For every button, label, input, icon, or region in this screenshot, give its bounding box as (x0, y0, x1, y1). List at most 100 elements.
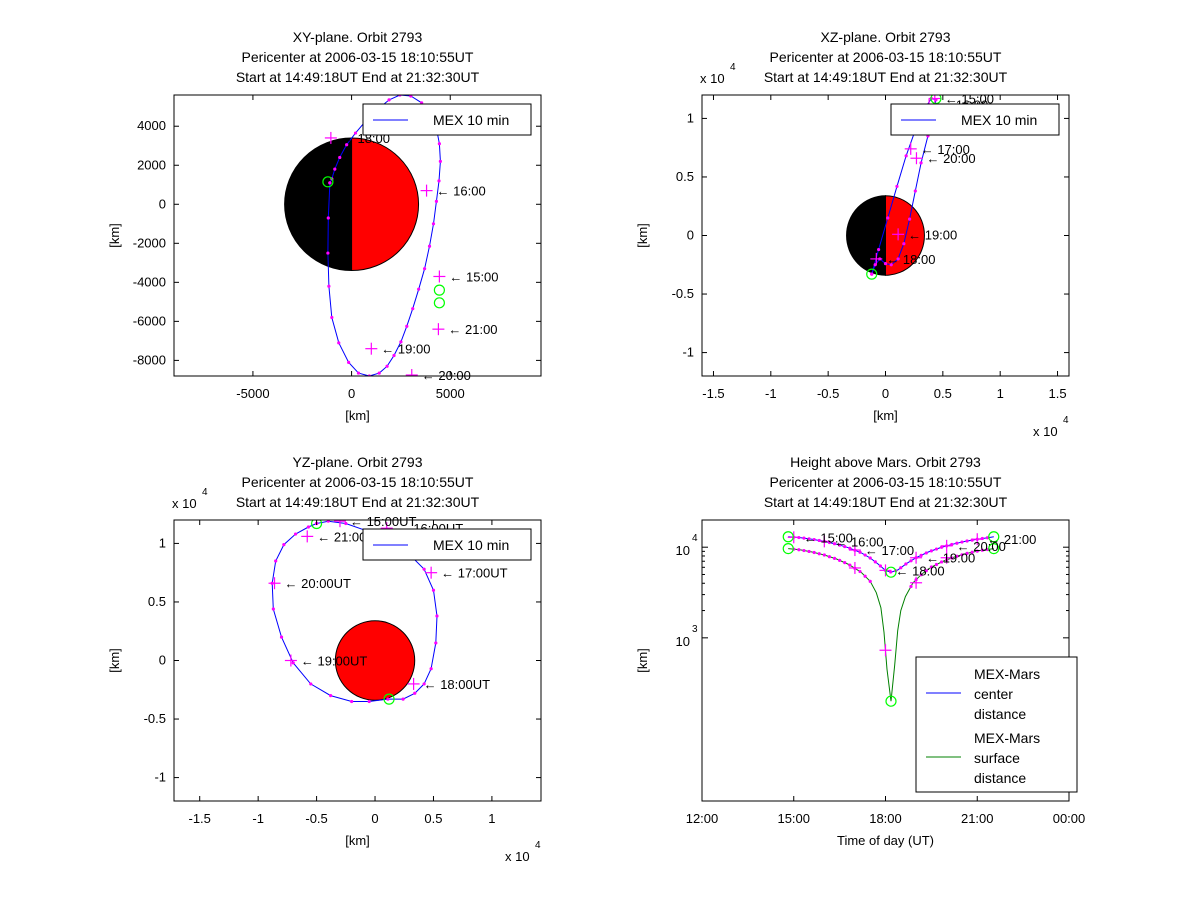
orbit-dot (356, 371, 361, 375)
title-line-1: Pericenter at 2006-03-15 18:10:55UT (770, 49, 1002, 65)
x-tick-label: -1.5 (189, 811, 211, 826)
orbit-dot (870, 272, 874, 276)
orbit-dot (889, 263, 893, 267)
legend: MEX 10 min (890, 103, 1060, 136)
orbit-dot (377, 371, 381, 375)
endpoint-circle (433, 297, 445, 309)
x-tick-label: 15:00 (777, 811, 810, 826)
orbit-dot (385, 364, 389, 368)
orbit-dot (344, 521, 348, 526)
endpoint-circle (782, 542, 794, 555)
orbit-dot (293, 532, 298, 536)
x-exponent-base: x 10 (1033, 424, 1058, 439)
y-axis-label: [km] (107, 648, 122, 673)
orbit-dot (437, 179, 441, 183)
hour-marker (420, 184, 433, 197)
y-exponent-power: 4 (730, 62, 736, 73)
orbit-dot (802, 536, 806, 540)
orbit-dot (328, 181, 332, 185)
orbit-dot (309, 682, 313, 686)
legend-entry-0: MEX-Mars center distance (926, 666, 1040, 722)
orbit-dot (392, 353, 396, 358)
title-line-1: Pericenter at 2006-03-15 18:10:55UT (242, 474, 474, 490)
endpoint-circle (866, 268, 878, 280)
orbit-dot (333, 167, 337, 171)
orbit-dot (812, 550, 816, 555)
orbit-dot (970, 550, 974, 554)
orbit-dot (848, 546, 852, 550)
hour-marker (910, 551, 923, 564)
orbit-dot (327, 284, 331, 288)
hour-marker (910, 152, 923, 165)
orbit-dot (909, 559, 913, 563)
orbit-dot (438, 159, 442, 163)
y-tick-label: 4000 (137, 118, 166, 133)
title-line-0: YZ-plane. Orbit 2793 (293, 454, 423, 470)
legend-box (915, 656, 1078, 793)
y-tick-base: 10 (676, 543, 690, 558)
orbit-dot (929, 549, 933, 553)
x-tick-label: 00:00 (1053, 811, 1086, 826)
hour-label: ← 20:00 (422, 368, 471, 383)
y-exponent-label: x 10 4 (700, 62, 736, 86)
hour-marker (365, 342, 378, 355)
orbit-dot (904, 154, 908, 158)
orbit-dot (907, 217, 912, 221)
x-tick-label: 1.5 (1048, 386, 1066, 401)
orbit-dot (899, 566, 903, 570)
legend-text-1-1: surface (974, 750, 1020, 766)
panel-yz: YZ-plane. Orbit 2793 Pericenter at 2006-0… (107, 454, 542, 864)
orbit-dot (326, 520, 330, 523)
hour-label: ← 19:00 (926, 551, 975, 566)
orbit-dot (345, 143, 349, 147)
orbit-dot (337, 341, 341, 345)
x-tick-label: 0 (371, 811, 378, 826)
orbit-dot (822, 553, 826, 557)
hour-marker (433, 270, 446, 283)
legend-text-0-2: distance (974, 706, 1026, 722)
hour-marker (870, 252, 883, 265)
y-tick-label: 104 (676, 533, 698, 558)
y-axis-label: [km] (635, 648, 650, 673)
orbit-dot (909, 584, 913, 589)
orbit-dot (934, 547, 939, 551)
hour-marker (892, 228, 905, 241)
hour-label: ← 20:00 (926, 151, 975, 166)
orbit-dot (838, 558, 842, 562)
orbit-dot (939, 560, 944, 564)
hour-marker (879, 564, 892, 577)
orbit-dot (422, 567, 426, 571)
orbit-dot (427, 244, 432, 248)
hour-marker (333, 520, 346, 528)
orbit-dot (435, 614, 439, 618)
orbit-dot (797, 548, 801, 552)
y-exponent-base: x 10 (172, 496, 197, 511)
hour-label: ← 16:00 (437, 184, 486, 199)
y-tick-label: -1 (154, 770, 166, 785)
endpoint-circle (885, 695, 897, 707)
series-line-1 (788, 548, 994, 702)
orbit-dot (411, 307, 415, 311)
hour-label: ← 18:00UT (424, 677, 491, 692)
y-axis-label: [km] (635, 223, 650, 248)
hour-marker (971, 533, 984, 546)
x-tick-label: 21:00 (961, 811, 994, 826)
title-line-0: Height above Mars. Orbit 2793 (790, 454, 981, 470)
orbit-dot (868, 556, 872, 560)
orbit-dot (848, 563, 852, 567)
legend-text-0-0: MEX-Mars (974, 666, 1040, 682)
orbit-dot (409, 95, 413, 98)
y-tick-base: 10 (676, 634, 690, 649)
title-line-2: Start at 14:49:18UT End at 21:32:30UT (236, 494, 480, 510)
orbit-dot (429, 667, 433, 671)
hour-marker (848, 544, 861, 557)
orbit-dot (934, 562, 939, 567)
orbit-dot (326, 251, 330, 255)
legend-text-0: MEX 10 min (961, 112, 1037, 128)
orbit-dot (960, 540, 964, 544)
y-tick-label: -0.5 (144, 711, 166, 726)
orbit-dot (306, 525, 311, 529)
endpoint-circle (322, 176, 334, 188)
orbit-dot (924, 551, 928, 555)
orbit-dot (405, 324, 409, 328)
